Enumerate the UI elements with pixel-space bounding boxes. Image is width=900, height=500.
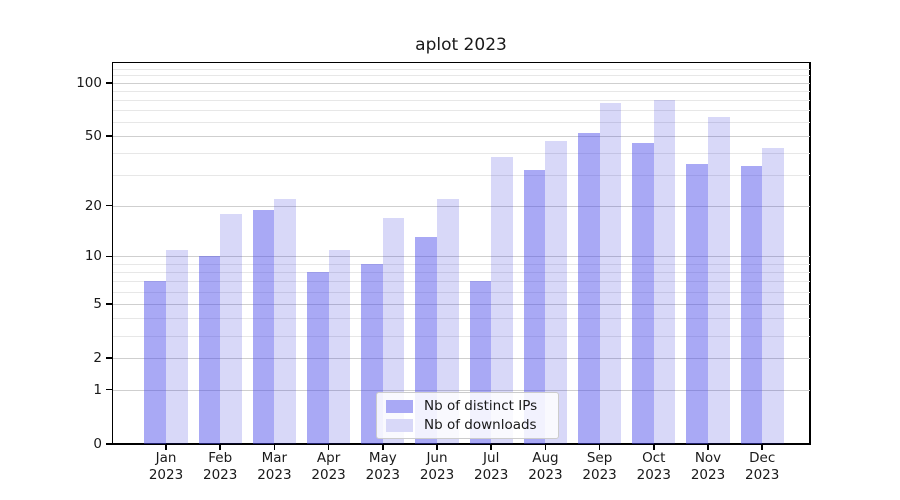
x-tick-mark-nov — [707, 445, 709, 450]
x-tick-mark-sep — [598, 445, 601, 450]
bar-nb-of-downloads-nov — [708, 117, 730, 444]
gridline-minor-110 — [113, 75, 810, 77]
gridline-minor-120 — [113, 68, 810, 70]
bar-nb-of-downloads-apr — [328, 249, 351, 444]
bar-nb-of-downloads-dec — [762, 147, 784, 444]
gridline-minor-3 — [113, 335, 810, 337]
y-tick-mark-100 — [106, 82, 112, 84]
gridline-minor-7 — [113, 281, 810, 283]
bar-nb-of-distinct-ips-feb — [198, 256, 221, 444]
x-tick-label-aug: Aug 2023 — [528, 450, 563, 483]
x-tick-mark-mar — [273, 445, 276, 450]
y-tick-mark-2 — [106, 357, 112, 359]
y-tick-label-5: 5 — [93, 295, 102, 312]
gridline-minor-40 — [113, 153, 810, 155]
plot-area — [113, 63, 810, 444]
y-tick-mark-1 — [106, 388, 112, 391]
x-tick-label-may: May 2023 — [365, 450, 400, 483]
x-tick-mark-dec — [761, 445, 763, 450]
x-tick-label-jun: Jun 2023 — [419, 450, 455, 483]
x-tick-label-nov: Nov 2023 — [690, 450, 726, 483]
y-tick-label-10: 10 — [84, 248, 102, 265]
y-tick-mark-50 — [106, 135, 112, 137]
bar-nb-of-distinct-ips-dec — [740, 165, 763, 444]
bar-nb-of-downloads-sep — [599, 103, 622, 444]
axis-spine-right — [809, 62, 811, 445]
gridline-minor-90 — [113, 90, 810, 92]
legend-entry-downloads: Nb of downloads — [377, 417, 558, 433]
y-tick-label-20: 20 — [84, 197, 102, 214]
gridline-major-20 — [113, 205, 810, 207]
axis-spine-bottom — [112, 443, 811, 445]
y-tick-mark-10 — [106, 255, 112, 258]
gridline-minor-9 — [113, 263, 810, 265]
bar-nb-of-downloads-jan — [166, 249, 188, 444]
axis-spine-left — [111, 62, 114, 445]
x-tick-mark-jun — [436, 445, 438, 450]
bar-nb-of-downloads-aug — [545, 141, 568, 444]
bar-nb-of-distinct-ips-aug — [523, 170, 546, 444]
x-tick-mark-jul — [490, 445, 492, 450]
x-tick-label-sep: Sep 2023 — [582, 450, 617, 483]
x-tick-label-feb: Feb 2023 — [203, 450, 238, 483]
y-tick-mark-0 — [106, 443, 112, 445]
gridline-minor-6 — [113, 291, 810, 293]
bar-nb-of-distinct-ips-mar — [252, 209, 275, 444]
x-tick-mark-apr — [327, 445, 330, 450]
x-tick-label-jul: Jul 2023 — [474, 450, 509, 483]
bar-nb-of-distinct-ips-nov — [686, 163, 708, 444]
gridline-minor-30 — [113, 175, 810, 177]
gridline-major-10 — [113, 256, 810, 258]
gridline-minor-70 — [113, 110, 810, 112]
x-tick-label-oct: Oct 2023 — [636, 450, 671, 483]
x-tick-mark-oct — [653, 445, 655, 450]
x-tick-label-jan: Jan 2023 — [148, 450, 184, 483]
gridline-minor-4 — [113, 318, 810, 319]
gridline-major-50 — [113, 136, 810, 138]
y-tick-label-100: 100 — [76, 74, 102, 91]
gridline-minor-8 — [113, 272, 810, 273]
bar-nb-of-downloads-feb — [220, 213, 242, 444]
y-tick-label-0: 0 — [93, 436, 102, 452]
bar-nb-of-distinct-ips-apr — [306, 272, 329, 444]
bar-nb-of-distinct-ips-sep — [577, 133, 600, 444]
x-tick-label-apr: Apr 2023 — [311, 450, 346, 483]
bar-nb-of-downloads-jul — [491, 157, 513, 444]
legend-swatch-downloads — [386, 418, 413, 432]
chart-title: aplot 2023 — [415, 35, 507, 55]
x-tick-mark-jan — [165, 445, 167, 450]
gridline-major-5 — [113, 303, 810, 305]
legend-entry-distinct-ips: Nb of distinct IPs — [377, 398, 558, 414]
legend-label-distinct-ips: Nb of distinct IPs — [424, 398, 538, 414]
bar-nb-of-downloads-mar — [274, 198, 297, 444]
y-tick-mark-20 — [106, 204, 112, 207]
bar-nb-of-distinct-ips-oct — [632, 142, 654, 444]
bar-nb-of-downloads-oct — [653, 100, 676, 444]
x-tick-mark-aug — [544, 445, 547, 450]
bar-nb-of-distinct-ips-jan — [144, 281, 166, 444]
legend-swatch-distinct-ips — [386, 399, 413, 413]
x-tick-mark-may — [382, 445, 384, 450]
bar-nb-of-downloads-jun — [437, 198, 459, 444]
axis-spine-top — [112, 61, 811, 64]
bar-nb-of-downloads-may — [382, 217, 405, 444]
gridline-minor-60 — [113, 122, 810, 124]
x-tick-label-mar: Mar 2023 — [257, 450, 292, 483]
legend: Nb of distinct IPs Nb of downloads — [376, 392, 559, 439]
gridline-major-2 — [113, 358, 810, 359]
y-tick-mark-5 — [106, 303, 112, 305]
gridline-minor-80 — [113, 100, 810, 101]
y-tick-label-50: 50 — [84, 128, 102, 145]
y-tick-label-1: 1 — [93, 381, 102, 398]
y-tick-label-2: 2 — [93, 350, 102, 366]
legend-label-downloads: Nb of downloads — [424, 417, 537, 433]
x-tick-mark-feb — [219, 445, 221, 450]
x-tick-label-dec: Dec 2023 — [745, 450, 780, 483]
gridline-major-100 — [113, 82, 810, 84]
gridline-major-1 — [113, 389, 810, 391]
